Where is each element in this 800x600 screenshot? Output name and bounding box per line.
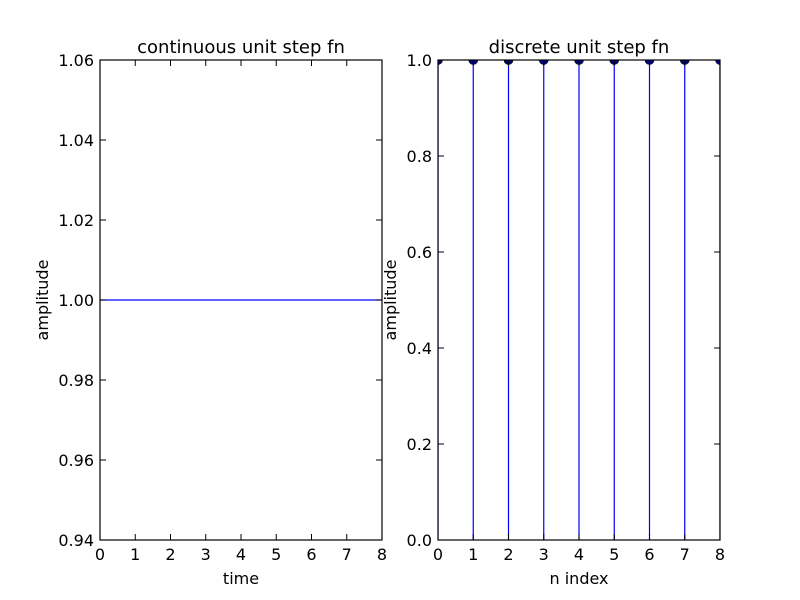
x-tick-label: 1 <box>468 545 478 564</box>
x-tick-label: 4 <box>236 545 246 564</box>
y-tick-label: 1.00 <box>58 291 94 310</box>
y-tick-label: 0.0 <box>407 531 432 550</box>
x-tick-label: 2 <box>503 545 513 564</box>
subplot-discrete: 0 1 2 3 4 5 6 7 8 0.0 0.2 0.4 0.6 0.8 1.0 discrete uni… <box>381 37 725 588</box>
y-axis-label: amplitude <box>381 260 400 341</box>
y-tick-label: 0.8 <box>407 147 432 166</box>
stem-marker <box>438 60 443 65</box>
x-tick-label: 3 <box>539 545 549 564</box>
x-tick-label: 8 <box>377 545 387 564</box>
x-tick-label: 8 <box>715 545 725 564</box>
x-tick-label: 0 <box>433 545 443 564</box>
x-tick-label: 6 <box>644 545 654 564</box>
y-tick-label: 0.4 <box>407 339 432 358</box>
x-tick-label: 7 <box>342 545 352 564</box>
y-tick-label: 0.94 <box>58 531 94 550</box>
x-tick-label: 4 <box>574 545 584 564</box>
plot-area: 0 1 2 3 4 5 6 7 8 0.94 0.96 0.98 1.00 1.02 1.04 1.06 <box>58 51 387 564</box>
y-tick-label: 1.0 <box>407 51 432 70</box>
y-tick-label: 1.02 <box>58 211 94 230</box>
y-tick-label: 1.04 <box>58 131 94 150</box>
stem-marker <box>715 60 720 65</box>
x-tick-label: 6 <box>306 545 316 564</box>
x-tick-label: 5 <box>271 545 281 564</box>
x-axis-label: time <box>223 569 259 588</box>
x-tick-label: 3 <box>201 545 211 564</box>
y-axis-label: amplitude <box>33 260 52 341</box>
x-tick-label: 0 <box>95 545 105 564</box>
y-tick-label: 1.06 <box>58 51 94 70</box>
y-tick-label: 0.6 <box>407 243 432 262</box>
x-axis-label: n index <box>550 569 609 588</box>
data-marks <box>438 60 720 540</box>
plot-area: 0 1 2 3 4 5 6 7 8 0.0 0.2 0.4 0.6 0.8 1.0 <box>407 51 726 564</box>
y-tick-label: 0.98 <box>58 371 94 390</box>
chart-title: discrete unit step fn <box>489 37 670 58</box>
x-tick-label: 5 <box>609 545 619 564</box>
chart-title: continuous unit step fn <box>137 37 345 58</box>
subplot-continuous: 0 1 2 3 4 5 6 7 8 0.94 0.96 0.98 1.00 1.02 1.04 1.06 co… <box>33 37 387 588</box>
x-tick-label: 2 <box>165 545 175 564</box>
x-tick-label: 1 <box>130 545 140 564</box>
y-tick-label: 0.96 <box>58 451 94 470</box>
y-tick-label: 0.2 <box>407 435 432 454</box>
x-tick-label: 7 <box>680 545 690 564</box>
